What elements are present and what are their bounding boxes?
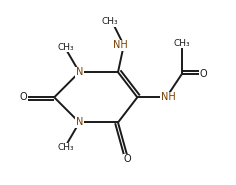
Text: CH₃: CH₃ [58,143,74,152]
Text: O: O [199,69,207,79]
Text: CH₃: CH₃ [58,43,74,52]
Text: O: O [20,92,27,102]
Text: CH₃: CH₃ [173,39,190,48]
Text: N: N [76,67,83,77]
Text: NH: NH [161,92,176,102]
Text: CH₃: CH₃ [102,17,118,26]
Text: N: N [76,117,83,127]
Text: O: O [124,154,131,164]
Text: NH: NH [113,40,127,50]
